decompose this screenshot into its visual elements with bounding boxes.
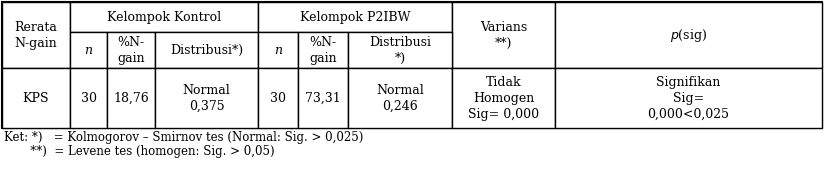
- Text: Distribusi*): Distribusi*): [170, 44, 243, 56]
- Bar: [2, 68, 70, 128]
- Text: $p$(sig): $p$(sig): [670, 26, 707, 44]
- Text: 73,31: 73,31: [305, 92, 341, 104]
- Bar: [2, 2, 822, 128]
- Text: %N-
gain: %N- gain: [309, 35, 337, 64]
- Bar: [298, 32, 348, 68]
- Bar: [258, 68, 298, 128]
- Text: n: n: [274, 44, 282, 56]
- Bar: [70, 32, 107, 68]
- Text: Ket: *)   = Kolmogorov – Smirnov tes (Normal: Sig. > 0,025): Ket: *) = Kolmogorov – Smirnov tes (Norm…: [4, 132, 363, 144]
- Bar: [155, 68, 258, 128]
- Text: 30: 30: [80, 92, 97, 104]
- Bar: [555, 68, 822, 128]
- Text: **)  = Levene tes (homogen: Sig. > 0,05): **) = Levene tes (homogen: Sig. > 0,05): [4, 145, 274, 159]
- Text: %N-
gain: %N- gain: [117, 35, 145, 64]
- Bar: [555, 2, 822, 68]
- Bar: [258, 2, 452, 32]
- Bar: [155, 32, 258, 68]
- Bar: [348, 68, 452, 128]
- Bar: [70, 2, 258, 32]
- Text: n: n: [84, 44, 93, 56]
- Bar: [348, 32, 452, 68]
- Text: Rerata
N-gain: Rerata N-gain: [15, 21, 58, 50]
- Text: Kelompok Kontrol: Kelompok Kontrol: [107, 11, 221, 24]
- Text: KPS: KPS: [23, 92, 50, 104]
- Text: Signifikan
Sig=
0,000<0,025: Signifikan Sig= 0,000<0,025: [648, 75, 729, 121]
- Text: Distribusi
*): Distribusi *): [369, 35, 431, 64]
- Bar: [452, 2, 555, 68]
- Text: Tidak
Homogen
Sig= 0,000: Tidak Homogen Sig= 0,000: [468, 75, 539, 121]
- Bar: [107, 32, 155, 68]
- Text: Varians
**): Varians **): [480, 21, 527, 50]
- Text: Kelompok P2IBW: Kelompok P2IBW: [300, 11, 411, 24]
- Bar: [70, 68, 107, 128]
- Bar: [2, 2, 70, 68]
- Bar: [107, 68, 155, 128]
- Text: Normal
0,246: Normal 0,246: [376, 83, 424, 113]
- Text: 30: 30: [270, 92, 286, 104]
- Bar: [452, 68, 555, 128]
- Bar: [298, 68, 348, 128]
- Text: 18,76: 18,76: [113, 92, 149, 104]
- Text: Normal
0,375: Normal 0,375: [183, 83, 230, 113]
- Bar: [258, 32, 298, 68]
